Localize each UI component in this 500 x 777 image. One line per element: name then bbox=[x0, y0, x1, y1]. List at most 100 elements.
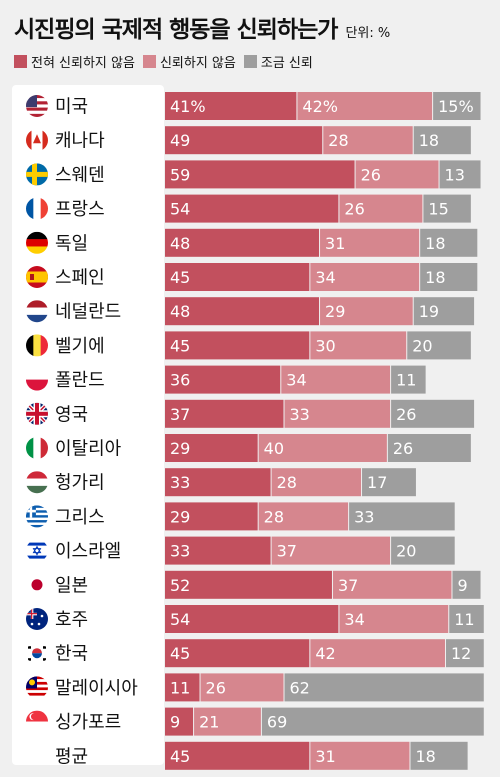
bar-segment bbox=[355, 160, 439, 189]
greece-flag-icon bbox=[26, 505, 48, 528]
value-label: 45 bbox=[170, 268, 190, 287]
bar-segment bbox=[284, 673, 484, 702]
value-label: 26 bbox=[206, 678, 226, 697]
bar-segment bbox=[433, 92, 481, 120]
title-row: 시진핑의 국제적 행동을 신뢰하는가 단위: % bbox=[14, 10, 390, 44]
legend-swatch-not bbox=[142, 55, 156, 68]
korea-flag-icon bbox=[26, 642, 48, 665]
bar-segment bbox=[165, 399, 284, 428]
chart-row: 폴란드 36 34 11 bbox=[26, 365, 426, 394]
country-label: 스페인 bbox=[55, 268, 105, 289]
bar-segment bbox=[165, 741, 310, 770]
bar-segment bbox=[413, 297, 475, 326]
chart-row: 호주 54 34 11 bbox=[26, 605, 484, 633]
country-label: 평균 bbox=[55, 746, 88, 767]
value-label: 26 bbox=[393, 439, 413, 458]
bar-segment bbox=[310, 331, 407, 360]
bar-segment bbox=[410, 741, 468, 770]
bar-segment bbox=[261, 707, 484, 736]
legend-label-some: 조금 신뢰 bbox=[260, 56, 313, 71]
value-label: 11 bbox=[396, 371, 416, 390]
bar-segment bbox=[165, 126, 323, 155]
value-label: 36 bbox=[170, 371, 190, 390]
value-label: 41% bbox=[170, 97, 206, 116]
country-label: 영국 bbox=[55, 404, 88, 425]
chart-row: 미국 41% 42% 15% bbox=[26, 92, 481, 120]
country-label: 폴란드 bbox=[55, 370, 105, 391]
chart-row: 이스라엘 33 37 20 bbox=[26, 536, 455, 565]
bar-segment bbox=[323, 126, 413, 155]
value-label: 9 bbox=[170, 713, 180, 732]
singapore-flag-icon bbox=[26, 710, 48, 733]
value-label: 33 bbox=[354, 507, 374, 526]
legend-item-none: 전혀 신뢰하지 않음 bbox=[14, 52, 135, 71]
value-label: 45 bbox=[170, 644, 190, 663]
value-label: 59 bbox=[170, 165, 190, 184]
bar-segment bbox=[297, 92, 433, 120]
value-label: 34 bbox=[286, 371, 306, 390]
value-label: 30 bbox=[315, 336, 335, 355]
bar-segment bbox=[165, 536, 271, 565]
bar-segment bbox=[165, 194, 339, 223]
country-label: 한국 bbox=[55, 644, 88, 665]
bar-segment bbox=[332, 570, 452, 599]
value-label: 37 bbox=[277, 542, 297, 561]
bar-segment bbox=[320, 228, 420, 257]
bar-segment bbox=[281, 365, 391, 394]
chart-row: 그리스 29 28 33 bbox=[26, 502, 455, 531]
country-label: 캐나다 bbox=[55, 131, 105, 152]
canada-flag-icon bbox=[26, 129, 48, 152]
value-label: 26 bbox=[361, 165, 381, 184]
value-label: 11 bbox=[454, 610, 474, 629]
chart-row: 영국 37 33 26 bbox=[26, 399, 475, 428]
bar-segment bbox=[391, 399, 475, 428]
chart-row: 벨기에 45 30 20 bbox=[26, 331, 471, 360]
value-label: 29 bbox=[325, 302, 345, 321]
value-label: 18 bbox=[415, 747, 435, 766]
value-label: 37 bbox=[338, 576, 358, 595]
bar-segment bbox=[165, 570, 332, 599]
value-label: 45 bbox=[170, 336, 190, 355]
bar-segment bbox=[258, 434, 387, 462]
chart-row: 한국 45 42 12 bbox=[26, 639, 484, 668]
legend-label-none: 전혀 신뢰하지 않음 bbox=[31, 56, 135, 71]
australia-flag-icon bbox=[26, 608, 48, 630]
bar-segment bbox=[339, 605, 449, 633]
bar-segment bbox=[413, 126, 471, 155]
country-label: 말레이시아 bbox=[55, 678, 138, 699]
legend: 전혀 신뢰하지 않음 신뢰하지 않음 조금 신뢰 bbox=[14, 52, 321, 71]
bar-segment bbox=[165, 160, 355, 189]
legend-label-not: 신뢰하지 않음 bbox=[159, 56, 236, 71]
sweden-flag-icon bbox=[26, 163, 48, 186]
bar-segment bbox=[165, 297, 320, 326]
value-label: 48 bbox=[170, 234, 190, 253]
bar-segment bbox=[439, 160, 481, 189]
uk-flag-icon bbox=[26, 402, 48, 425]
bar-segment bbox=[165, 434, 258, 462]
country-label: 그리스 bbox=[55, 507, 105, 528]
italy-flag-icon bbox=[26, 437, 48, 459]
japan-flag-icon bbox=[26, 573, 48, 596]
bar-segment bbox=[165, 502, 258, 531]
bar-segment bbox=[165, 92, 297, 120]
bar-segment bbox=[165, 605, 339, 633]
bar-segment bbox=[165, 673, 200, 702]
value-label: 28 bbox=[328, 131, 348, 150]
bar-segment bbox=[449, 605, 484, 633]
legend-swatch-some bbox=[243, 55, 257, 68]
chart-row: 독일 48 31 18 bbox=[26, 228, 478, 257]
bar-segment bbox=[420, 263, 478, 291]
country-label: 싱가포르 bbox=[55, 712, 121, 733]
bar-segment bbox=[271, 468, 362, 497]
legend-item-not: 신뢰하지 않음 bbox=[142, 52, 236, 71]
value-label: 34 bbox=[344, 610, 364, 629]
netherlands-flag-icon bbox=[26, 300, 48, 323]
country-label: 헝가리 bbox=[55, 473, 105, 494]
value-label: 20 bbox=[412, 336, 432, 355]
value-label: 13 bbox=[445, 165, 465, 184]
belgium-flag-icon bbox=[26, 334, 48, 357]
bar-segment bbox=[446, 639, 484, 668]
chart-row: 네덜란드 48 29 19 bbox=[26, 297, 475, 326]
value-label: 18 bbox=[425, 234, 445, 253]
